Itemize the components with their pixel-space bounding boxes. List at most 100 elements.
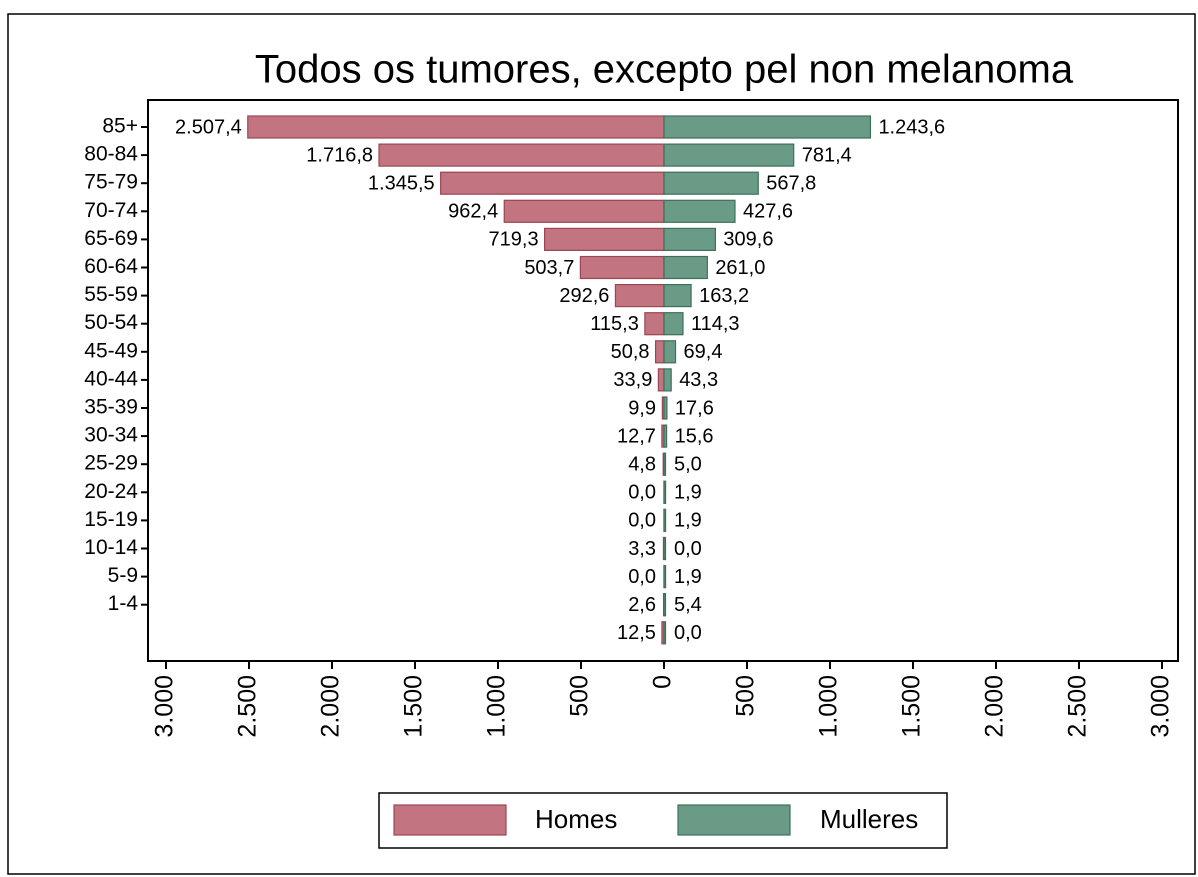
value-label: 0,0 — [628, 566, 656, 588]
y-tick-label: 10-14 — [84, 536, 138, 559]
x-tick-label: 3.000 — [1147, 675, 1175, 738]
x-tick-label: 1.500 — [898, 675, 926, 738]
value-label: 503,7 — [524, 257, 574, 279]
y-tick-label: 75-79 — [84, 171, 138, 194]
value-label: 1.345,5 — [368, 172, 435, 194]
x-tick-label: 500 — [566, 675, 594, 717]
legend-label: Mulleres — [820, 804, 918, 834]
bar — [663, 564, 667, 589]
x-tick-label: 1.000 — [815, 675, 843, 738]
bar — [579, 255, 665, 280]
y-tick-label: 1-4 — [108, 592, 139, 615]
value-label: 163,2 — [699, 285, 749, 307]
bar — [663, 621, 667, 645]
value-label: 114,3 — [691, 313, 740, 335]
bar — [663, 368, 672, 392]
bar — [663, 340, 677, 364]
bar — [663, 227, 716, 251]
value-label: 33,9 — [613, 369, 652, 391]
y-tick-label: 45-49 — [84, 339, 138, 362]
bar — [663, 115, 872, 139]
value-label: 43,3 — [679, 369, 718, 391]
x-tick-label: 1.000 — [483, 675, 511, 738]
y-tick-label: 35-39 — [84, 396, 138, 419]
value-label: 567,8 — [766, 172, 816, 194]
x-tick-label: 2.000 — [981, 675, 1009, 738]
value-label: 0,0 — [628, 510, 656, 532]
y-tick-label: 40-44 — [84, 367, 138, 390]
value-label: 427,6 — [743, 201, 793, 223]
y-tick-label: 15-19 — [84, 508, 138, 531]
frame — [7, 13, 1196, 875]
legend-label: Homes — [535, 804, 617, 834]
value-label: 115,3 — [590, 313, 639, 335]
x-tick-label: 500 — [732, 675, 760, 717]
value-label: 1.243,6 — [878, 116, 945, 138]
value-label: 5,0 — [674, 453, 702, 475]
y-tick-label: 85+ — [102, 115, 138, 138]
bar — [654, 340, 665, 364]
bar — [378, 143, 665, 167]
bar — [440, 171, 665, 195]
value-label: 292,6 — [559, 285, 609, 307]
value-label: 0,0 — [674, 622, 702, 644]
value-label: 50,8 — [611, 341, 650, 363]
y-tick-label: 30-34 — [84, 424, 138, 447]
value-label: 1,9 — [674, 510, 702, 532]
value-label: 962,4 — [448, 201, 498, 223]
value-label: 719,3 — [489, 229, 539, 251]
value-label: 1,9 — [674, 566, 702, 588]
bar — [663, 312, 684, 336]
legend-swatch — [677, 804, 791, 836]
bar — [503, 199, 665, 223]
value-label: 15,6 — [675, 425, 714, 447]
bar — [543, 227, 665, 251]
x-tick-label: 1.500 — [400, 675, 428, 738]
value-label: 309,6 — [723, 229, 773, 251]
bar — [663, 199, 736, 223]
bar — [614, 284, 665, 308]
value-label: 261,0 — [715, 257, 765, 279]
value-label: 12,7 — [617, 425, 656, 447]
y-tick-label: 50-54 — [84, 311, 138, 334]
bar — [663, 143, 795, 167]
bar — [663, 171, 759, 195]
legend-swatch — [393, 804, 507, 836]
bar — [663, 508, 667, 532]
y-tick-label: 65-69 — [84, 227, 138, 250]
value-label: 2,6 — [628, 594, 656, 616]
value-label: 1.716,8 — [306, 144, 373, 166]
value-label: 69,4 — [684, 341, 723, 363]
value-label: 9,9 — [628, 397, 656, 419]
bar — [663, 424, 668, 448]
bar — [663, 536, 667, 561]
y-tick-label: 20-24 — [84, 480, 138, 503]
y-tick-label: 60-64 — [84, 255, 138, 278]
value-label: 0,0 — [628, 482, 656, 504]
bar — [663, 396, 668, 420]
x-tick-label: 2.500 — [234, 675, 262, 738]
value-label: 781,4 — [802, 144, 852, 166]
bar — [657, 368, 665, 392]
value-label: 0,0 — [674, 538, 702, 560]
bar — [663, 480, 667, 504]
x-tick-label: 3.000 — [151, 675, 179, 738]
y-tick-label: 70-74 — [84, 199, 138, 222]
chart-title: Todos os tumores, excepto pel non melano… — [255, 48, 1074, 92]
value-label: 12,5 — [617, 622, 656, 644]
value-label: 17,6 — [675, 397, 714, 419]
y-tick-label: 55-59 — [84, 283, 138, 306]
value-label: 5,4 — [674, 594, 702, 616]
value-label: 4,8 — [628, 453, 656, 475]
bar — [247, 115, 665, 139]
value-label: 1,9 — [674, 482, 702, 504]
x-tick-label: 2.500 — [1064, 675, 1092, 738]
x-tick-label: 2.000 — [317, 675, 345, 738]
bar — [663, 452, 667, 476]
x-tick-label: 0 — [649, 675, 677, 689]
bar — [663, 284, 692, 308]
value-label: 2.507,4 — [175, 116, 242, 138]
value-label: 3,3 — [628, 538, 656, 560]
bar — [644, 312, 665, 336]
bar — [663, 593, 667, 617]
